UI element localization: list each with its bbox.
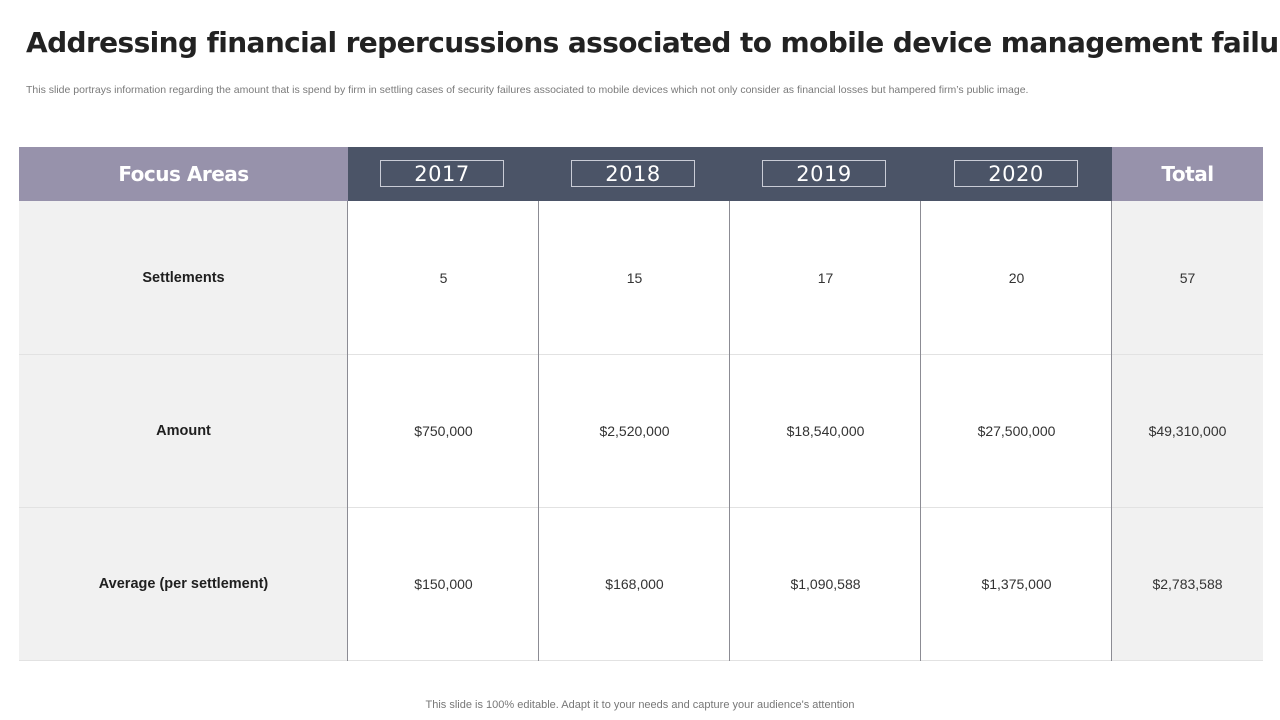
- column-divider: [1111, 201, 1112, 661]
- table-cell: $750,000: [414, 422, 473, 439]
- row-label-settlements: Settlements: [142, 269, 225, 286]
- year-2017-box: 2017: [380, 160, 504, 187]
- row-label-average: Average (per settlement): [98, 575, 269, 592]
- table-cell: 15: [626, 269, 643, 286]
- column-divider: [920, 201, 921, 661]
- column-divider: [729, 201, 730, 661]
- table-cell: $27,500,000: [977, 422, 1056, 439]
- footer-note: This slide is 100% editable. Adapt it to…: [425, 699, 855, 711]
- row-divider: [19, 660, 1263, 661]
- total-cell: $2,783,588: [1152, 575, 1223, 592]
- data-table: Focus Areas 2017 2018 2019 2020 Total Se…: [19, 147, 1263, 661]
- page-title: Addressing financial repercussions assoc…: [26, 26, 1280, 59]
- table-cell: $150,000: [414, 575, 473, 592]
- year-2020-box: 2020: [954, 160, 1078, 187]
- total-cell: $49,310,000: [1148, 422, 1227, 439]
- table-cell: 5: [439, 269, 448, 286]
- year-2018-box: 2018: [571, 160, 695, 187]
- header-years: 2017 2018 2019 2020: [348, 147, 1112, 201]
- row-divider: [19, 354, 1263, 355]
- header-focus-areas: Focus Areas: [19, 147, 348, 201]
- table-cell: $1,090,588: [790, 575, 861, 592]
- column-divider: [538, 201, 539, 661]
- header-total: Total: [1112, 147, 1263, 201]
- focus-column-bg: [19, 201, 348, 661]
- column-divider: [347, 201, 348, 661]
- table-cell: $168,000: [605, 575, 664, 592]
- table-cell: $18,540,000: [786, 422, 865, 439]
- row-divider: [19, 507, 1263, 508]
- table-cell: $2,520,000: [599, 422, 670, 439]
- total-cell: 57: [1179, 269, 1196, 286]
- page-subtitle: This slide portrays information regardin…: [26, 84, 1029, 96]
- total-column-bg: [1112, 201, 1263, 661]
- table-cell: 17: [817, 269, 834, 286]
- table-cell: $1,375,000: [981, 575, 1052, 592]
- years-column-bg: [348, 201, 1112, 661]
- row-label-amount: Amount: [156, 422, 211, 439]
- year-2019-box: 2019: [762, 160, 886, 187]
- table-cell: 20: [1008, 269, 1025, 286]
